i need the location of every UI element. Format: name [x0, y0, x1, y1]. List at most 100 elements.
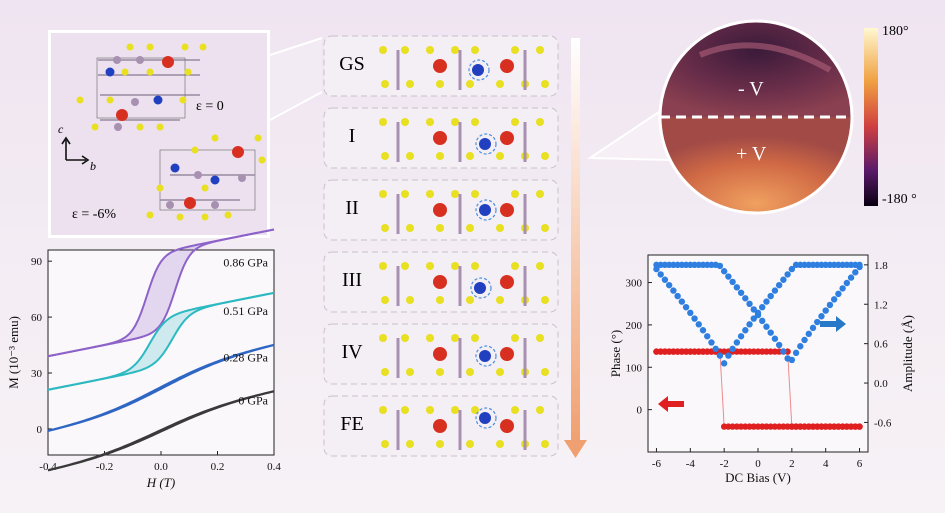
phase-point: [720, 423, 728, 430]
amplitude-point: [780, 276, 787, 283]
state-label: FE: [340, 413, 364, 435]
metal-atom: [433, 347, 447, 361]
amplitude-point: [843, 279, 851, 287]
state-label: GS: [339, 53, 365, 75]
sulfur-atom: [401, 190, 409, 198]
phase-axis-arrow: [658, 396, 684, 412]
x-tick-label: -4: [686, 458, 696, 470]
sulfur-atom: [436, 368, 444, 376]
y-tick-label: 90: [31, 256, 43, 268]
amplitude-point: [708, 339, 715, 346]
sulfur-atom: [426, 334, 434, 342]
axis-c-label: c: [58, 122, 64, 136]
amplitude-point: [805, 330, 812, 338]
series-label: 0.86 GPa: [223, 256, 268, 270]
sulfur-atom: [451, 46, 459, 54]
sulfur-atom: [536, 46, 544, 54]
sulfur-atom: [451, 118, 459, 126]
amplitude-point: [771, 335, 779, 342]
y-tick-label: 300: [626, 278, 643, 290]
x-tick-label: -6: [652, 458, 662, 470]
amplitude-point: [733, 339, 741, 346]
metal-atom: [433, 419, 447, 433]
sulfur-atom: [466, 80, 474, 88]
series-label: 0.51 GPa: [223, 304, 268, 318]
hysteresis-branch: [47, 228, 275, 358]
metal-atom: [500, 347, 514, 361]
hysteresis-fill: [48, 229, 274, 357]
sulfur-atom: [401, 46, 409, 54]
sulfur-atom: [406, 152, 414, 160]
x-tick-label: 2: [789, 458, 795, 470]
y-tick-label: 0: [37, 424, 43, 436]
hysteresis-branch: [47, 291, 275, 391]
sulfur-atom: [379, 406, 387, 414]
y-tick-label: 0: [637, 405, 643, 417]
amplitude-point: [746, 300, 753, 308]
sulfur-atom: [536, 262, 544, 270]
amplitude-point: [771, 287, 779, 294]
amplitude-point: [818, 313, 825, 320]
y-axis-label: Phase (°): [608, 330, 623, 377]
amplitude-point: [775, 281, 783, 289]
amplitude-point: [742, 295, 749, 302]
amplitude-point: [852, 269, 859, 276]
sulfur-atom: [436, 152, 444, 160]
sulfur-atom: [511, 406, 519, 414]
amplitude-point: [822, 307, 829, 314]
sulfur-atom: [406, 80, 414, 88]
x-axis-label: H (T): [146, 475, 176, 490]
amplitude-point: [665, 281, 673, 289]
sulfur-atom: [401, 406, 409, 414]
x-tick-label: 0.4: [267, 461, 281, 473]
progress-arrow-shaft: [571, 38, 580, 443]
sulfur-atom: [496, 368, 504, 376]
amplitude-point: [733, 284, 741, 291]
amplitude-point: [809, 324, 817, 332]
hysteresis-fill: [48, 292, 274, 390]
sulfur-atom: [379, 118, 387, 126]
state-label: IV: [341, 341, 363, 363]
sulfur-atom: [541, 368, 549, 376]
sulfur-atom: [511, 190, 519, 198]
amplitude-point: [792, 349, 800, 357]
ion-highlight: [475, 407, 497, 429]
series-label: 0 GPa: [238, 393, 268, 407]
sulfur-atom: [401, 262, 409, 270]
ion-atom: [479, 412, 491, 424]
sulfur-atom: [381, 368, 389, 376]
amplitude-point: [712, 345, 719, 353]
amplitude-point: [670, 287, 677, 294]
amplitude-point: [695, 321, 702, 328]
amplitude-point: [729, 345, 736, 353]
sulfur-atom: [451, 190, 459, 198]
sulfur-atom: [426, 262, 434, 270]
sulfur-atom: [466, 296, 474, 304]
series-label: 0.28 GPa: [223, 351, 268, 365]
amplitude-point: [767, 329, 774, 336]
y-right-tick-label: 0.6: [874, 339, 888, 351]
y-right-tick-label: 0.0: [874, 378, 888, 390]
amplitude-point: [830, 296, 838, 303]
amplitude-point: [750, 315, 757, 322]
ion-atom: [479, 138, 491, 150]
sulfur-atom: [466, 224, 474, 232]
sulfur-atom: [379, 190, 387, 198]
amplitude-point: [657, 271, 664, 278]
amplitude-point: [788, 356, 796, 364]
ion-atom: [479, 204, 491, 216]
metal-atom: [433, 131, 447, 145]
amplitude-axis-arrow: [820, 316, 846, 332]
sulfur-atom: [471, 190, 479, 198]
sulfur-atom: [536, 406, 544, 414]
sulfur-atom: [536, 334, 544, 342]
sulfur-atom: [401, 334, 409, 342]
sulfur-atom: [471, 46, 479, 54]
sulfur-atom: [436, 440, 444, 448]
sulfur-atom: [401, 118, 409, 126]
amplitude-point: [759, 303, 766, 311]
